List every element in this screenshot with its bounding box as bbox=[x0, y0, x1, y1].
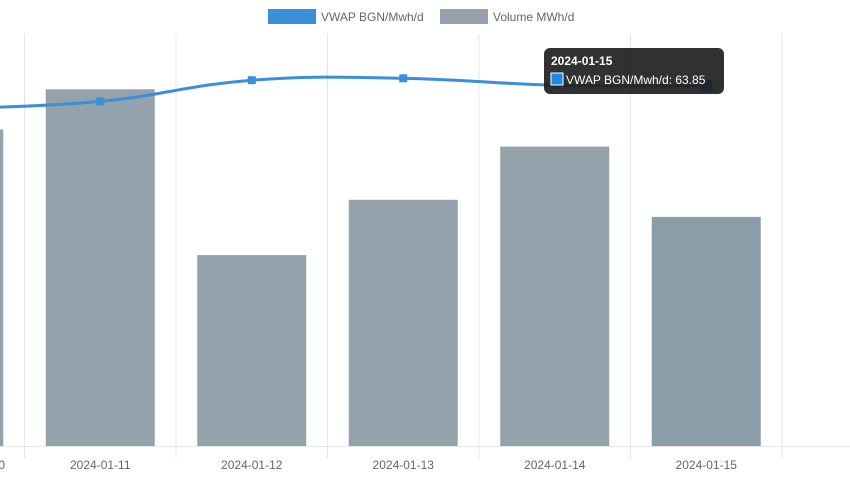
x-tick-label: 2024-01-11 bbox=[70, 458, 131, 472]
legend-item-volume[interactable]: Volume MWh/d bbox=[440, 9, 574, 24]
tooltip-label: VWAP BGN/Mwh/d: 63.85 bbox=[566, 73, 706, 87]
x-tick-label: 2024-01-15 bbox=[676, 458, 738, 472]
volume-bar[interactable] bbox=[500, 146, 610, 447]
tooltip-background bbox=[544, 48, 724, 94]
volume-bar[interactable] bbox=[651, 216, 761, 446]
tooltip-swatch bbox=[550, 72, 564, 86]
tooltip-title: 2024-01-15 bbox=[551, 54, 613, 68]
legend: VWAP BGN/Mwh/d Volume MWh/d bbox=[268, 9, 574, 24]
vwap-point[interactable] bbox=[399, 74, 408, 83]
x-tick-label: 2024-01-14 bbox=[524, 458, 586, 472]
legend-label-volume: Volume MWh/d bbox=[493, 10, 574, 24]
x-axis-ticks: 0 2024-01-11 2024-01-12 2024-01-13 2024-01-1… bbox=[0, 458, 737, 472]
x-tick-label: 2024-01-13 bbox=[373, 458, 435, 472]
legend-swatch-vwap bbox=[268, 9, 316, 24]
vwap-point[interactable] bbox=[96, 97, 105, 106]
x-tick-label: 2024-01-12 bbox=[221, 458, 283, 472]
vwap-point[interactable] bbox=[247, 76, 256, 85]
volume-bar[interactable] bbox=[0, 129, 4, 446]
tooltip: 2024-01-15 VWAP BGN/Mwh/d: 63.85 bbox=[544, 48, 724, 94]
volume-bar[interactable] bbox=[45, 89, 155, 446]
x-tick-label: 0 bbox=[0, 458, 5, 472]
volume-bar[interactable] bbox=[348, 199, 458, 446]
legend-item-vwap[interactable]: VWAP BGN/Mwh/d bbox=[268, 9, 424, 24]
legend-swatch-volume bbox=[440, 9, 488, 24]
volume-bar[interactable] bbox=[197, 255, 307, 446]
grid bbox=[0, 34, 850, 458]
legend-label-vwap: VWAP BGN/Mwh/d bbox=[321, 10, 424, 24]
volume-bars bbox=[0, 89, 761, 447]
